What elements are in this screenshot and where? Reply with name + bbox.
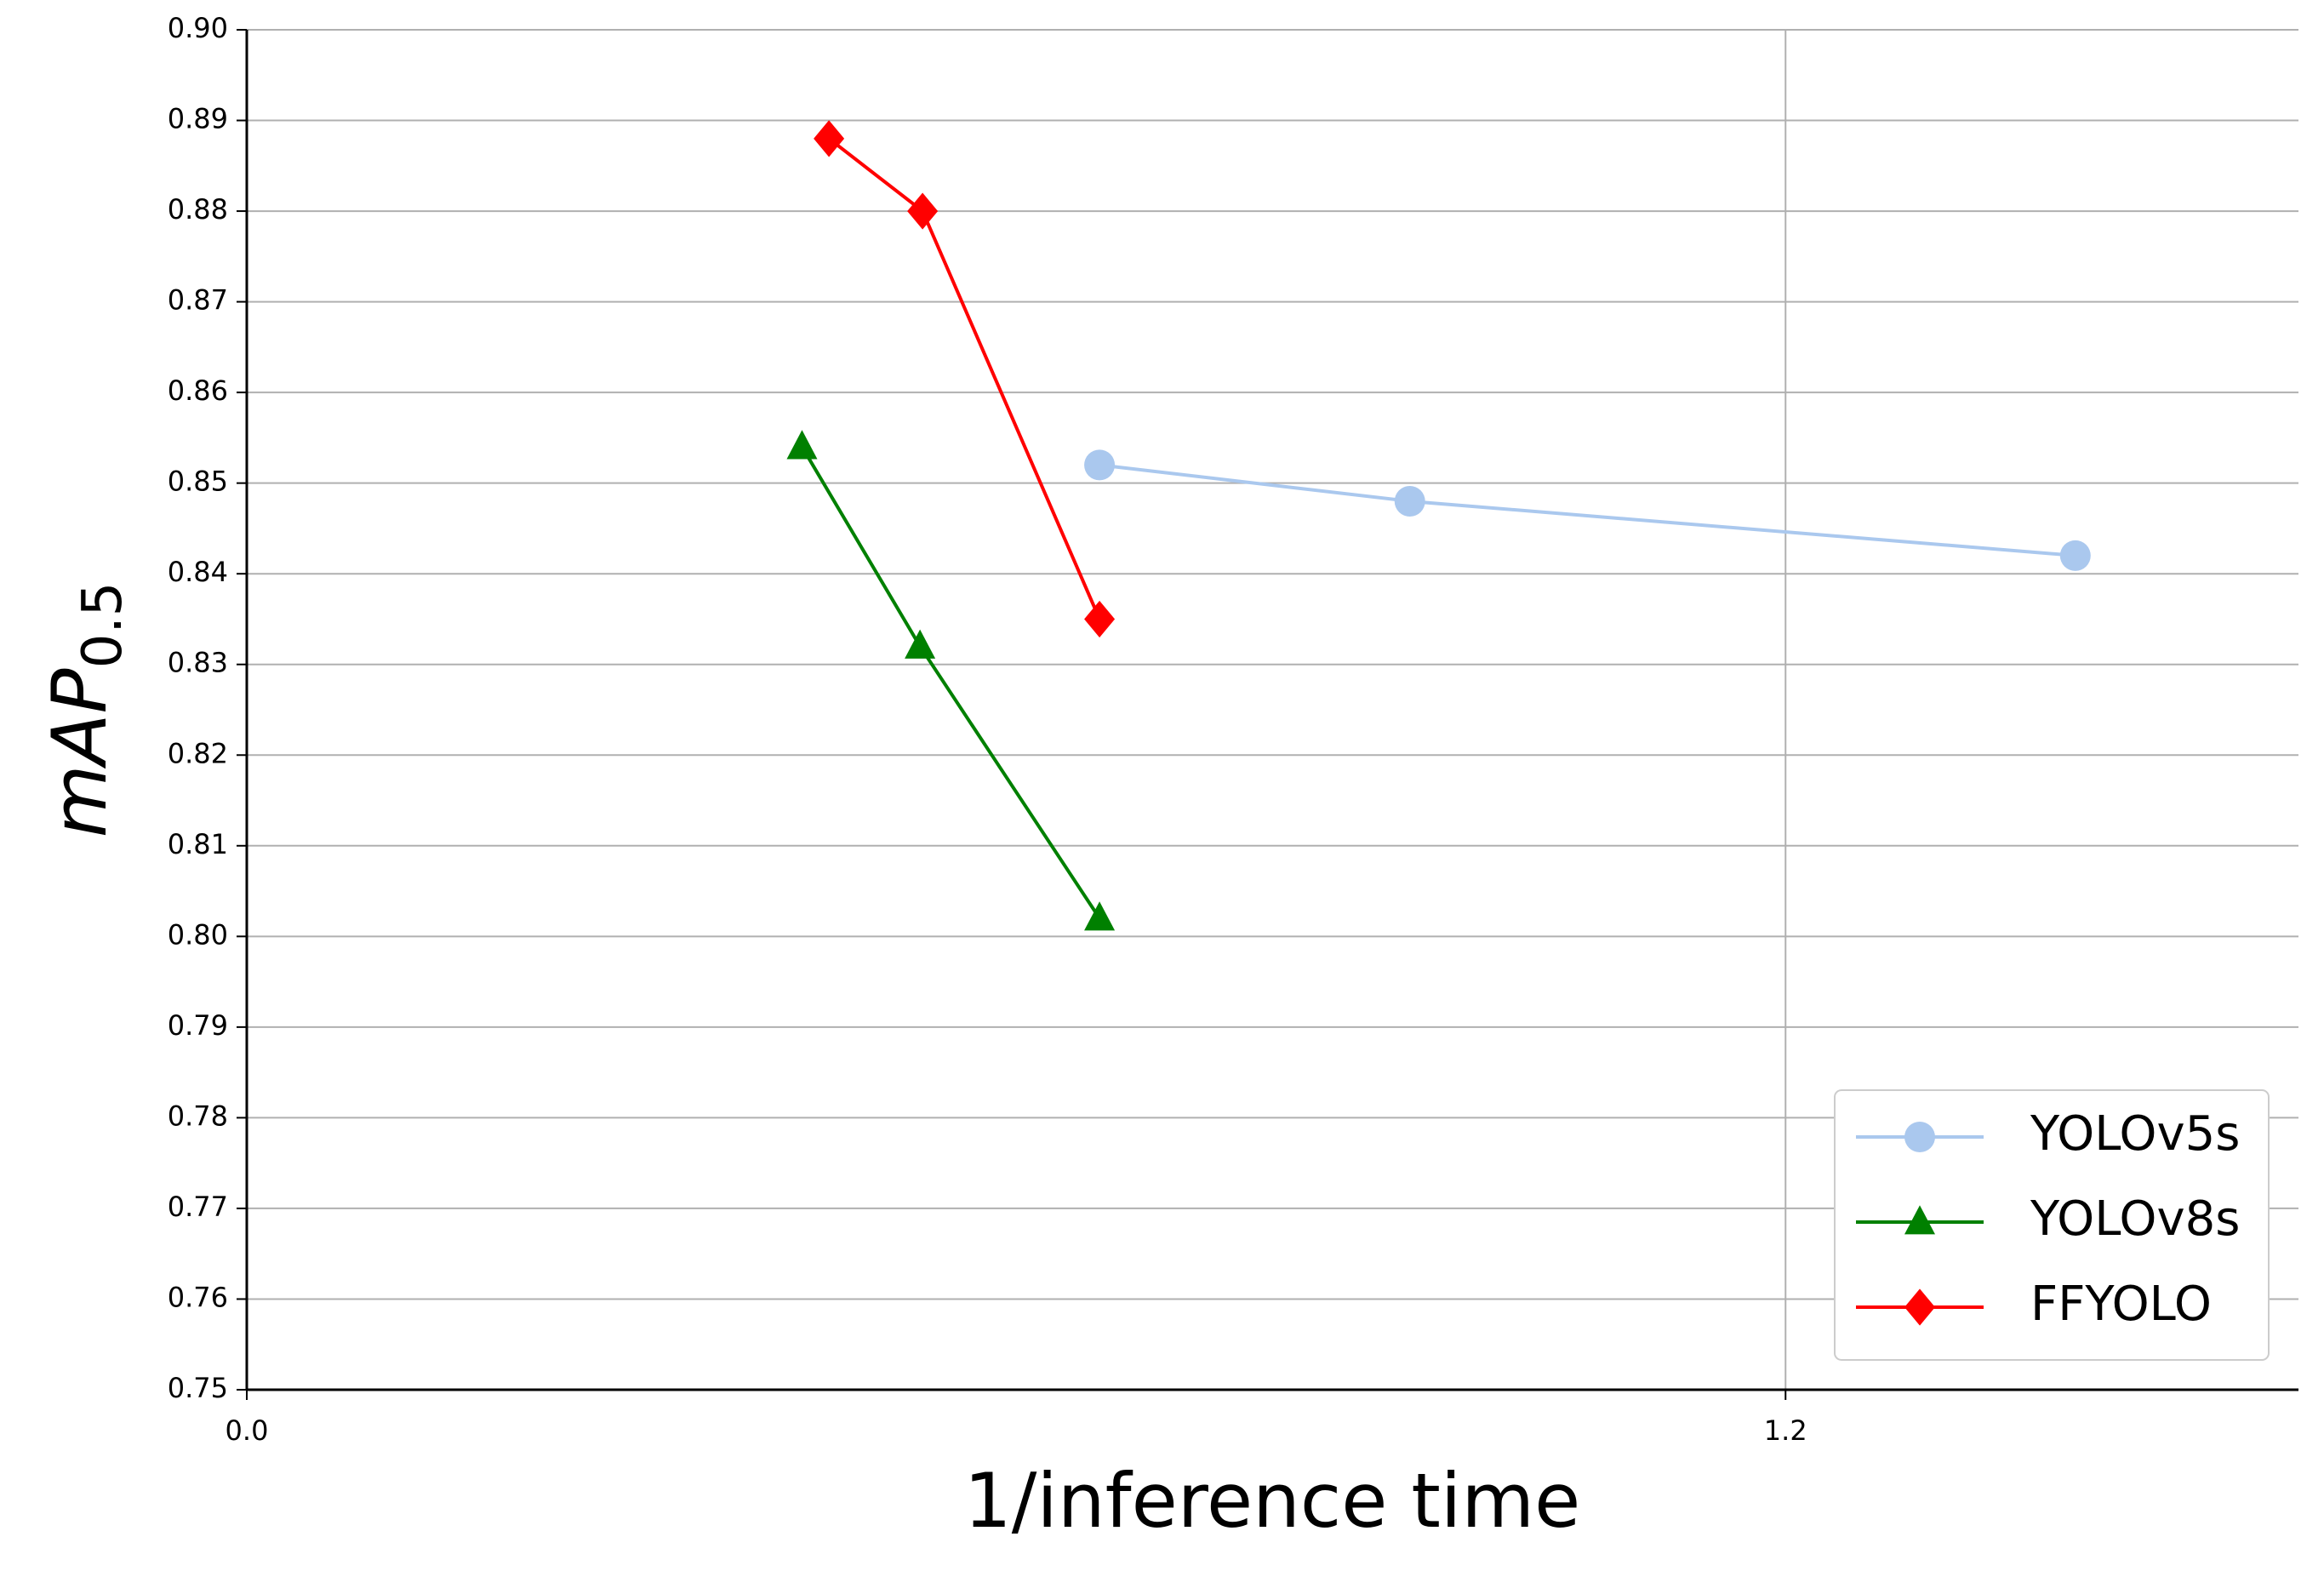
marker <box>814 120 845 157</box>
legend-marker <box>1904 1288 1935 1326</box>
marker <box>1084 449 1116 481</box>
y-tick-label: 0.81 <box>168 828 228 860</box>
y-axis-label-main: mAP <box>36 668 123 837</box>
marker <box>786 430 818 460</box>
marker <box>905 629 936 659</box>
y-tick-label: 0.80 <box>168 918 228 951</box>
legend-marker <box>1904 1122 1935 1152</box>
y-axis-label: mAP0.5 <box>36 582 134 838</box>
legend-label: YOLOv5s <box>2030 1106 2240 1162</box>
marker <box>1394 485 1425 517</box>
y-tick-label: 0.78 <box>168 1100 228 1132</box>
legend-label: FFYOLO <box>2030 1277 2212 1332</box>
y-tick-label: 0.76 <box>168 1281 228 1313</box>
y-tick-label: 0.82 <box>168 737 228 769</box>
marker <box>1084 901 1116 931</box>
y-tick-label: 0.87 <box>168 284 228 317</box>
y-tick-label: 0.75 <box>168 1372 228 1404</box>
y-tick-label: 0.90 <box>168 12 228 44</box>
y-tick-label: 0.86 <box>168 374 228 407</box>
series-line <box>1099 463 2076 557</box>
marker <box>2059 540 2091 571</box>
marker <box>1084 600 1116 638</box>
y-tick-label: 0.89 <box>168 103 228 135</box>
y-tick-label: 0.79 <box>168 1009 228 1042</box>
x-tick-label: 0.0 <box>226 1414 269 1447</box>
y-tick-label: 0.88 <box>168 193 228 226</box>
y-tick-label: 0.85 <box>168 466 228 498</box>
x-tick-label: 1.2 <box>1764 1414 1807 1447</box>
legend-label: YOLOv8s <box>2030 1191 2240 1247</box>
y-tick-label: 0.84 <box>168 556 228 588</box>
legend-box <box>1834 1089 2270 1361</box>
x-axis-label: 1/inference time <box>964 1457 1580 1545</box>
y-tick-label: 0.77 <box>168 1191 228 1223</box>
y-tick-label: 0.83 <box>168 647 228 679</box>
legend-marker <box>1904 1205 1935 1235</box>
y-axis-label-sub: 0.5 <box>71 582 134 669</box>
marker <box>907 192 939 230</box>
